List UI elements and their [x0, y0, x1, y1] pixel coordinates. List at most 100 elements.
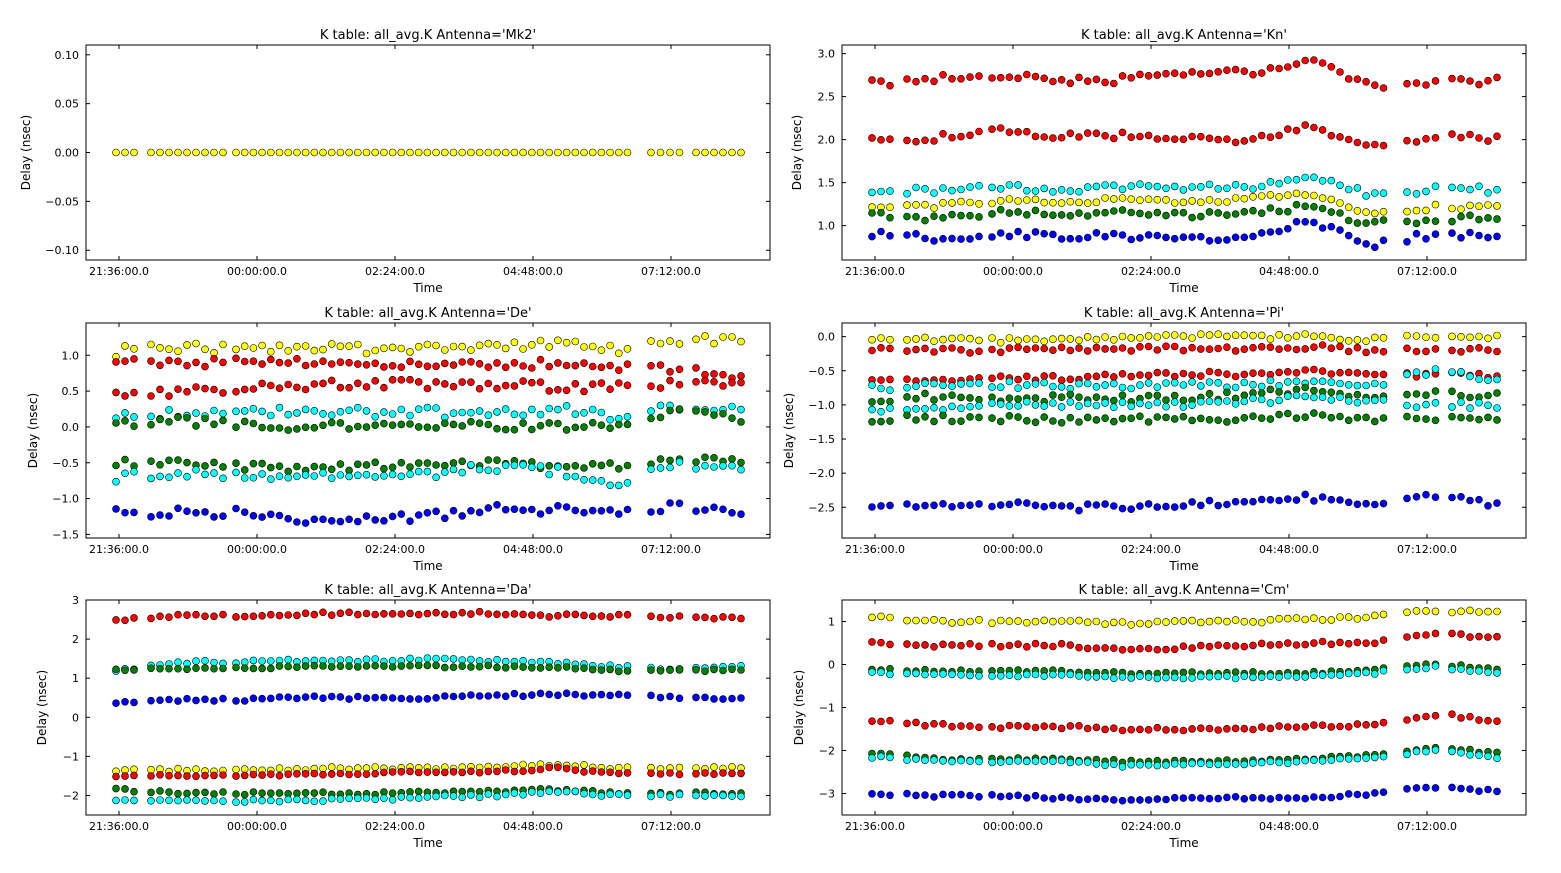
- data-point: [1362, 381, 1370, 390]
- data-point: [406, 348, 414, 356]
- data-point: [614, 690, 623, 699]
- data-point: [240, 612, 249, 621]
- data-point: [1327, 671, 1336, 679]
- data-point: [527, 405, 536, 414]
- data-point: [1197, 382, 1205, 390]
- data-point: [1179, 412, 1188, 421]
- data-point: [183, 472, 191, 481]
- data-point: [692, 458, 700, 466]
- x-axis-label: Time: [1168, 559, 1198, 573]
- data-point: [1110, 134, 1118, 143]
- data-point: [406, 420, 414, 428]
- y-tick-label: −3: [819, 788, 835, 801]
- data-point: [147, 474, 155, 483]
- data-point: [877, 397, 885, 406]
- data-point: [519, 790, 527, 799]
- data-point: [1057, 383, 1066, 391]
- data-point: [353, 403, 362, 412]
- data-point: [1188, 68, 1196, 76]
- y-tick-label: 0: [72, 711, 79, 724]
- data-point: [258, 513, 266, 521]
- data-point: [130, 388, 138, 397]
- data-point: [219, 340, 227, 349]
- data-point: [1205, 760, 1214, 769]
- data-point: [388, 795, 397, 804]
- data-point: [1101, 672, 1109, 681]
- data-point: [1049, 211, 1057, 219]
- data-point: [310, 515, 319, 524]
- data-point: [1188, 416, 1196, 425]
- data-point: [1353, 343, 1362, 352]
- data-point: [728, 461, 736, 470]
- data-point: [183, 694, 191, 703]
- data-point: [266, 770, 275, 779]
- data-point: [1448, 74, 1456, 83]
- data-point: [877, 502, 885, 510]
- data-point: [1118, 391, 1127, 400]
- data-point: [1431, 607, 1440, 616]
- data-point: [258, 379, 266, 388]
- data-point: [1362, 78, 1370, 86]
- data-point: [1031, 206, 1040, 215]
- data-point: [562, 361, 571, 370]
- data-point: [1092, 673, 1101, 681]
- data-point: [1057, 376, 1066, 385]
- data-point: [877, 717, 885, 726]
- data-point: [921, 389, 929, 398]
- data-point: [336, 407, 345, 416]
- data-point: [1275, 410, 1283, 419]
- data-point: [1075, 616, 1083, 625]
- data-point: [1249, 206, 1257, 215]
- data-point: [554, 336, 562, 345]
- data-point: [948, 641, 956, 649]
- data-point: [886, 344, 894, 353]
- data-point: [336, 342, 345, 351]
- data-point: [1344, 498, 1353, 507]
- data-point: [258, 789, 266, 798]
- data-point: [1431, 784, 1440, 792]
- data-point: [737, 378, 745, 387]
- data-point: [1484, 76, 1492, 85]
- data-point: [536, 611, 545, 620]
- data-point: [1240, 760, 1249, 769]
- data-point: [606, 424, 614, 433]
- data-point: [174, 789, 182, 798]
- data-point: [249, 664, 258, 673]
- data-point: [406, 793, 414, 802]
- data-point: [293, 462, 301, 471]
- x-axis-label: Time: [1168, 281, 1198, 295]
- data-point: [948, 790, 956, 799]
- data-point: [1466, 372, 1474, 381]
- data-point: [1231, 668, 1240, 676]
- data-point: [293, 694, 301, 703]
- data-point: [1266, 191, 1275, 199]
- data-point: [675, 790, 684, 799]
- data-point: [1144, 342, 1153, 351]
- data-point: [1057, 670, 1066, 679]
- data-point: [930, 379, 938, 388]
- data-point: [423, 362, 432, 371]
- y-tick-label: 0.00: [55, 147, 80, 160]
- data-point: [737, 148, 745, 157]
- data-point: [1457, 75, 1465, 83]
- data-point: [1170, 503, 1179, 511]
- data-point: [1170, 378, 1179, 387]
- data-point: [1284, 344, 1292, 352]
- data-point: [877, 77, 885, 85]
- data-point: [675, 365, 684, 374]
- data-point: [975, 72, 983, 80]
- data-point: [647, 666, 655, 674]
- data-point: [948, 199, 956, 207]
- data-point: [545, 613, 554, 621]
- data-point: [975, 500, 983, 508]
- data-point: [301, 769, 310, 778]
- data-point: [1318, 756, 1327, 765]
- data-point: [614, 379, 623, 387]
- data-point: [1127, 74, 1135, 82]
- data-point: [1266, 615, 1275, 624]
- data-point: [1284, 794, 1292, 803]
- data-point: [510, 767, 519, 776]
- data-point: [623, 667, 632, 675]
- data-point: [1066, 758, 1075, 767]
- data-point: [868, 717, 876, 726]
